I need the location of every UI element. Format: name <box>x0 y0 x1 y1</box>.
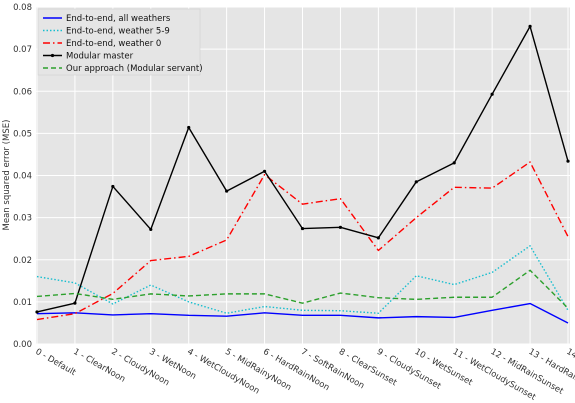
data-point <box>35 310 39 314</box>
series-line <box>36 269 569 309</box>
series-line <box>36 161 569 321</box>
data-point <box>300 226 305 231</box>
y-tick-label: 0.06 <box>13 87 32 97</box>
data-point <box>338 225 343 229</box>
legend-marker <box>50 53 55 58</box>
y-axis-label: Mean squared error (MSE) <box>2 120 12 231</box>
y-tick-labels: 0.00 0.01 0.02 0.03 0.04 0.05 0.06 0.07 0.08 <box>13 3 32 350</box>
data-point <box>566 159 570 163</box>
data-point <box>528 24 532 28</box>
x-tick-label: 7 - SoftRainNoon <box>299 347 366 391</box>
y-tick-label: 0.03 <box>13 214 32 224</box>
data-point <box>414 180 418 184</box>
legend-label: End-to-end, weather 0 <box>66 39 161 49</box>
data-point <box>73 301 77 305</box>
data-point <box>376 236 380 240</box>
y-tick-label: 0.07 <box>13 45 32 55</box>
series-line <box>36 302 569 324</box>
data-point <box>452 161 456 165</box>
y-tick-label: 0.02 <box>13 256 32 266</box>
data-point <box>187 125 191 130</box>
legend-label: Our approach (Modular servant) <box>66 64 203 74</box>
y-tick-label: 0.01 <box>13 298 32 308</box>
data-point <box>149 227 153 232</box>
y-tick-label: 0.00 <box>13 340 32 350</box>
data-point <box>111 184 115 189</box>
legend-label: Modular master <box>66 52 134 62</box>
x-tick-label: 9 - CloudySunset <box>375 347 443 392</box>
data-series <box>35 24 570 324</box>
legend: End-to-end, all weathers End-to-end, weat… <box>37 8 203 76</box>
legend-label: End-to-end, weather 5-9 <box>66 27 170 37</box>
data-point <box>225 189 229 193</box>
data-point <box>490 92 494 96</box>
x-tick-label: 6 - HardRainNoon <box>261 347 331 393</box>
data-point <box>262 169 267 173</box>
x-tick-label: 0 - Default <box>34 347 78 378</box>
legend-label: End-to-end, all weathers <box>66 14 171 24</box>
y-tick-label: 0.05 <box>13 129 32 139</box>
y-tick-label: 0.08 <box>13 3 32 13</box>
y-tick-label: 0.04 <box>13 172 32 182</box>
legend-box <box>37 8 201 76</box>
